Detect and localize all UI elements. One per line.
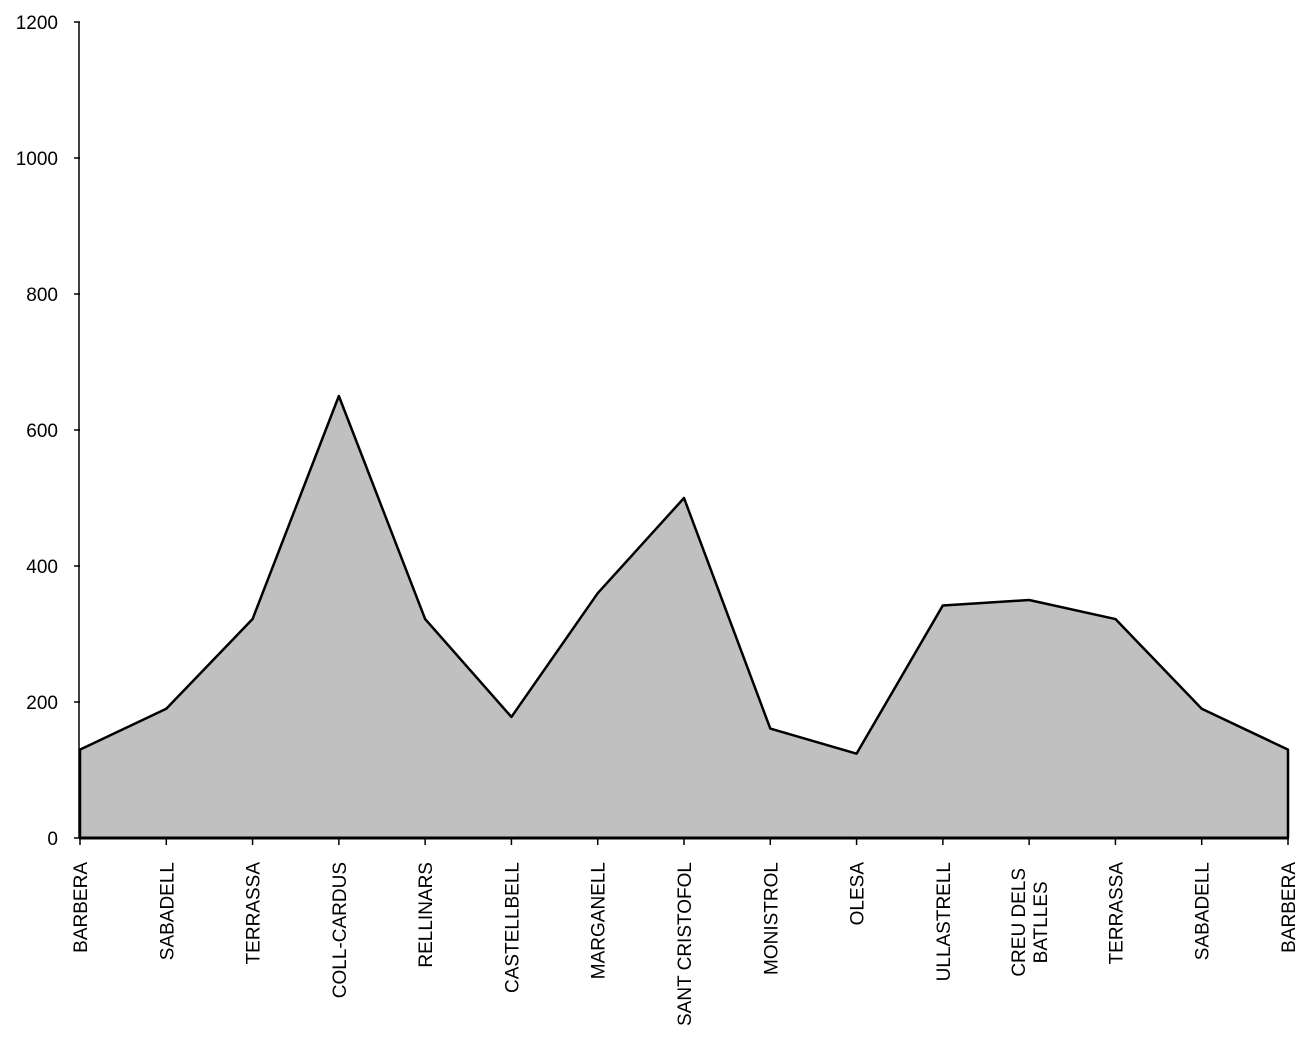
y-tick-label: 600 [26,421,58,442]
y-tick-label: 0 [47,829,58,850]
x-tick-label: SABADELL [1193,862,1214,960]
area-layer [78,394,1290,838]
x-tick-label: OLESA [848,862,869,926]
x-tick-label-line: RELLINARS [416,862,437,968]
x-tick-label-line: BARBERA [71,862,92,953]
x-tick-label-line: BARBERA [1279,862,1299,953]
y-tick-label: 400 [26,557,58,578]
x-tick-label-line: TERRASSA [244,862,265,965]
x-tick-label: ULLASTRELL [934,862,955,981]
x-tick-label-line: BATLLES [1031,881,1052,963]
x-tick-label-line: CASTELLBELL [502,862,523,993]
x-tick-label-line: MONISTROL [761,862,782,975]
x-tick-label-line: COLL-CARDUS [330,862,351,998]
x-tick-label: CASTELLBELL [502,862,523,993]
x-tick-label: SANT CRISTOFOL [675,862,696,1026]
x-tick-label-line: TERRASSA [1106,862,1127,965]
x-tick-label: MARGANELL [589,862,610,979]
x-tick-label: TERRASSA [244,862,265,965]
area-fill [80,396,1288,838]
x-axis-ticks: BARBERA SABADELL TERRASSA COLL-CARDUS RELLIN… [71,838,1299,1026]
x-tick-label: MONISTROL [761,862,782,975]
x-tick-label: CREU DELS BATLLES [1009,868,1052,977]
x-tick-label-line: OLESA [848,862,869,926]
x-tick-label: BARBERA [1279,862,1299,953]
x-tick-label: BARBERA [71,862,92,953]
x-tick-label-line: MARGANELL [589,862,610,979]
x-tick-label: RELLINARS [416,862,437,968]
y-tick-label: 1000 [16,149,58,170]
x-tick-label-line: CREU DELS [1009,868,1030,977]
x-tick-label-line: SABADELL [1193,862,1214,960]
y-tick-label: 200 [26,693,58,714]
x-tick-label-line: SABADELL [157,862,178,960]
y-tick-label: 1200 [16,13,58,34]
y-tick-label: 800 [26,285,58,306]
x-tick-label: SABADELL [157,862,178,960]
x-tick-label-line: ULLASTRELL [934,862,955,981]
y-axis-ticks: 0 200 400 600 800 1000 1200 [16,13,80,850]
x-tick-label: TERRASSA [1106,862,1127,965]
x-tick-label-line: SANT CRISTOFOL [675,862,696,1026]
x-tick-label: COLL-CARDUS [330,862,351,998]
